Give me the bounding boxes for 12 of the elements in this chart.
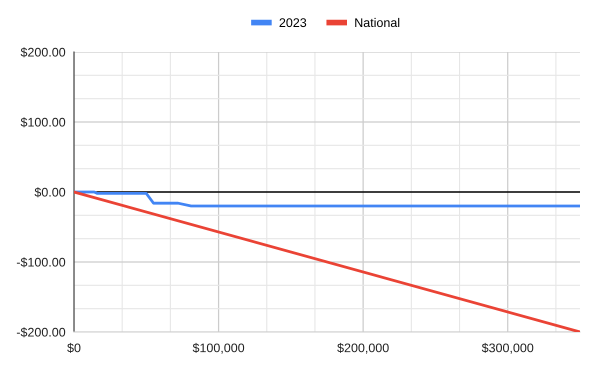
legend-label: National xyxy=(355,18,400,28)
line-series xyxy=(74,190,580,208)
x-tick-label: $0 xyxy=(67,342,80,354)
x-tick-label: $100,000 xyxy=(192,342,244,354)
x-tick-label: $300,000 xyxy=(482,342,534,354)
y-tick-label: $200.00 xyxy=(20,47,66,58)
y-tick-label: -$200.00 xyxy=(16,327,66,338)
y-tick-label: $100.00 xyxy=(20,117,66,128)
legend-label: 2023 xyxy=(280,18,306,28)
y-tick-label: -$100.00 xyxy=(16,257,66,268)
y-tick-label: $0.00 xyxy=(34,187,66,198)
x-tick-label: $200,000 xyxy=(337,342,389,354)
